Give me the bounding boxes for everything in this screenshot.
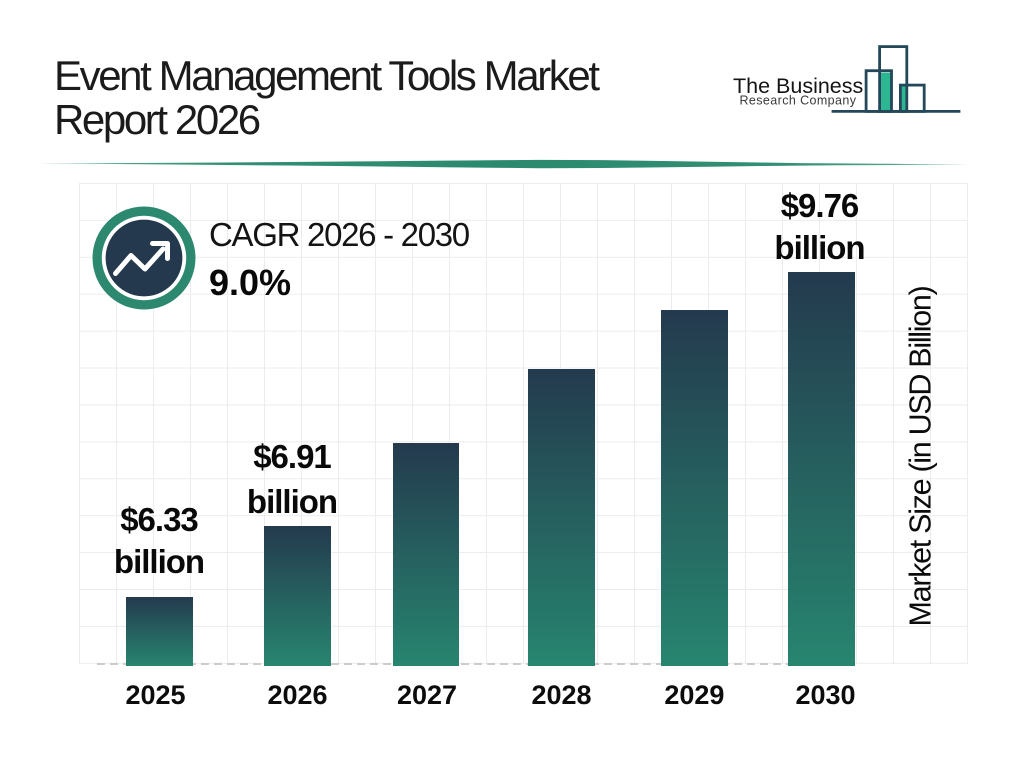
svg-text:Research Company: Research Company [740,94,857,108]
svg-text:The Business: The Business [733,74,863,98]
